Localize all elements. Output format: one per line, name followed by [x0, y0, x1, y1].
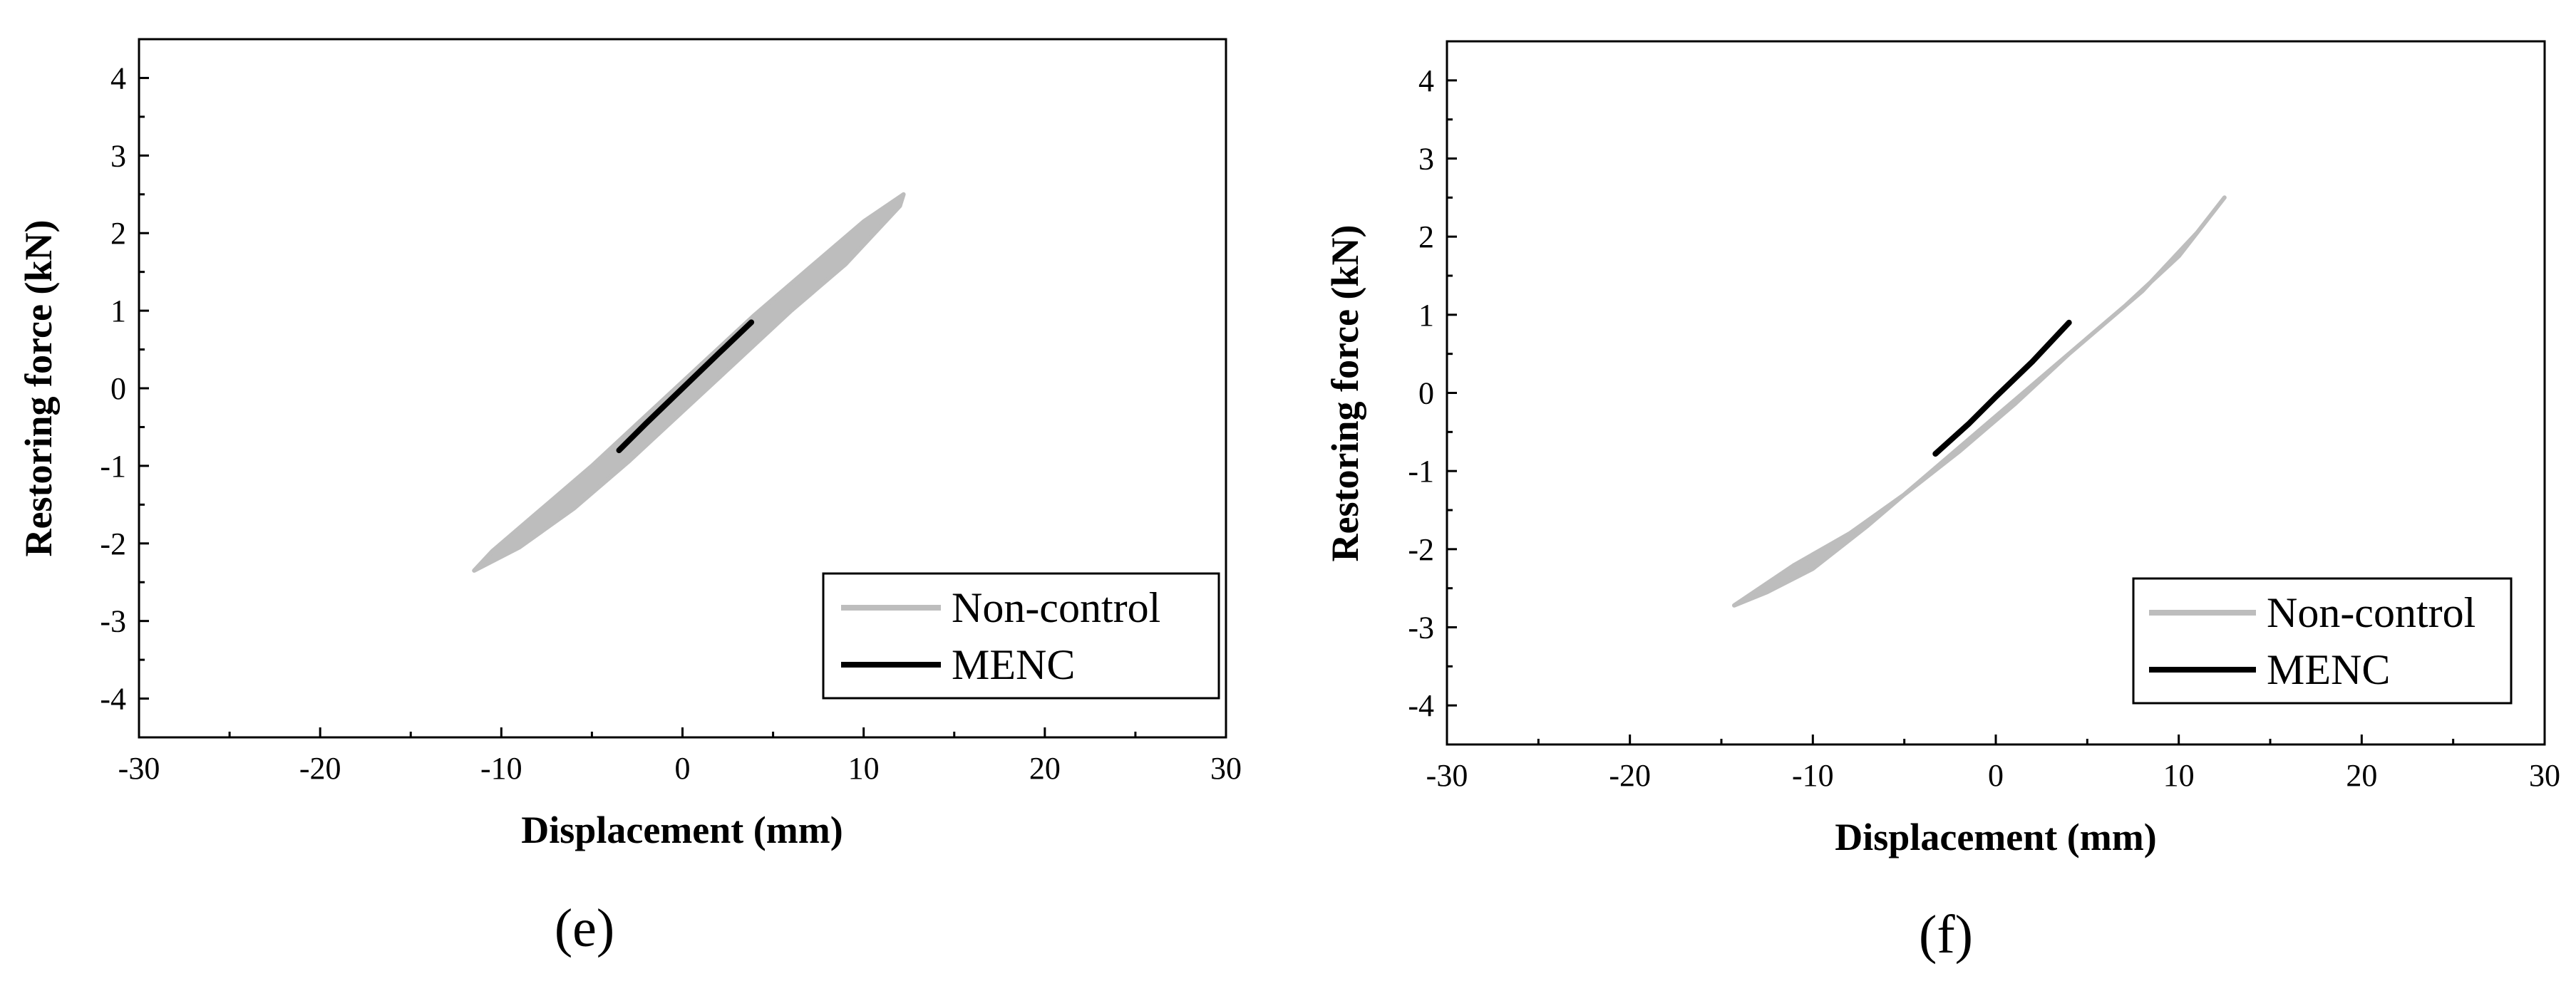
y-tick-label: 0 [1418, 376, 1434, 411]
x-axis-ticks: -30 -20 -10 0 10 20 30 [1426, 735, 2560, 793]
series-menc [1932, 319, 2072, 457]
series-menc [616, 319, 755, 454]
legend: Non-control MENC [822, 572, 1220, 700]
y-axis-ticks: -4 -3 -2 -1 0 1 2 3 4 [1408, 63, 1457, 723]
y-tick-label: -1 [100, 449, 126, 484]
y-tick-label: -3 [1408, 611, 1434, 645]
legend-label-non-control: Non-control [2267, 589, 2475, 636]
x-tick-label: -10 [1792, 758, 1834, 793]
y-axis-title: Restoring force (kN) [17, 220, 60, 557]
x-tick-label: 10 [2163, 758, 2195, 793]
y-axis-ticks: -4 -3 -2 -1 0 1 2 3 4 [100, 61, 149, 717]
y-tick-label: 4 [110, 61, 126, 95]
y-tick-label: -1 [1408, 454, 1434, 489]
x-tick-label: 10 [848, 751, 880, 786]
y-tick-label: 3 [1418, 142, 1434, 177]
legend-box [2132, 577, 2513, 705]
panel-label-e: (e) [555, 898, 614, 958]
y-tick-label: 1 [1418, 298, 1434, 333]
y-tick-label: -4 [100, 682, 126, 717]
y-tick-label: -4 [1408, 688, 1434, 723]
legend-label-non-control: Non-control [952, 584, 1160, 631]
x-tick-label: -10 [480, 751, 522, 786]
series-non-control [1732, 195, 2227, 608]
x-tick-label: -30 [1426, 758, 1468, 793]
panel-label-f: (f) [1919, 905, 1973, 965]
x-tick-label: -20 [1609, 758, 1651, 793]
legend-label-menc: MENC [2267, 646, 2390, 693]
x-axis-ticks: -30 -20 -10 0 10 20 30 [118, 727, 1242, 786]
x-tick-label: 30 [1210, 751, 1242, 786]
x-tick-label: 0 [1988, 758, 2004, 793]
legend-label-menc: MENC [952, 641, 1075, 688]
y-tick-label: -2 [100, 526, 126, 561]
y-tick-label: 0 [110, 371, 126, 406]
x-tick-label: 20 [1029, 751, 1061, 786]
x-axis-title: Displacement (mm) [1835, 816, 2156, 858]
y-tick-label: -3 [100, 604, 126, 639]
series-layer [1732, 195, 2227, 608]
y-tick-label: 4 [1418, 63, 1434, 98]
x-tick-label: 20 [2346, 758, 2377, 793]
y-tick-label: 2 [1418, 219, 1434, 254]
y-tick-label: -2 [1408, 532, 1434, 567]
legend-box [822, 572, 1220, 700]
y-axis-title: Restoring force (kN) [1324, 225, 1366, 562]
y-tick-label: 1 [110, 294, 126, 328]
series-layer [472, 192, 906, 573]
x-axis-title: Displacement (mm) [521, 809, 843, 851]
y-tick-label: 2 [110, 216, 126, 251]
y-tick-label: 3 [110, 138, 126, 173]
x-tick-label: -20 [299, 751, 341, 786]
x-tick-label: 30 [2529, 758, 2560, 793]
x-tick-label: -30 [118, 751, 160, 786]
x-tick-label: 0 [675, 751, 691, 786]
legend: Non-control MENC [2132, 577, 2513, 705]
